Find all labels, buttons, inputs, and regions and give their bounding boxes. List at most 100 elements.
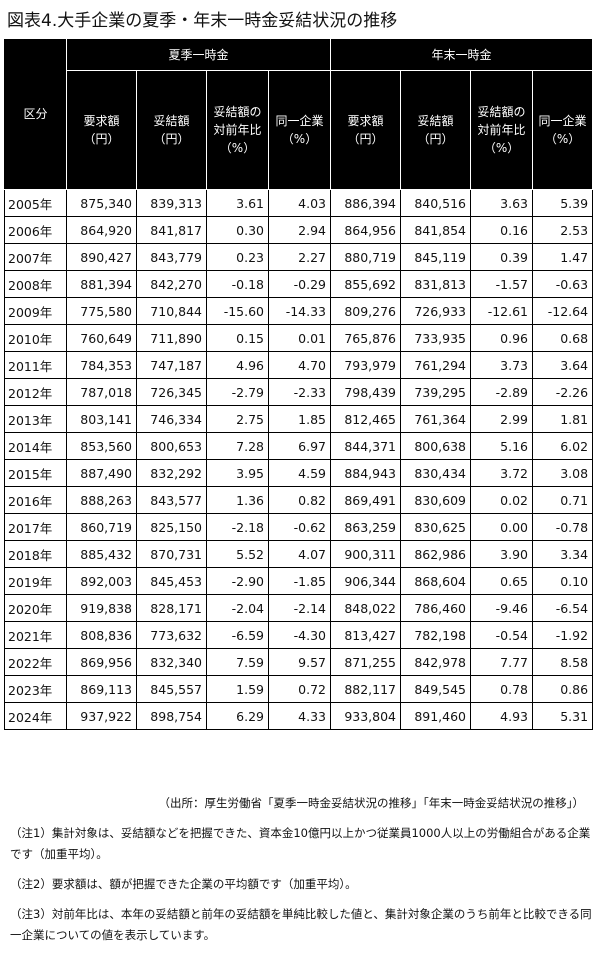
value-cell: 0.10 xyxy=(532,567,594,595)
year-cell: 2005年 xyxy=(4,189,67,217)
value-cell: 884,943 xyxy=(330,459,402,487)
value-cell: 885,432 xyxy=(66,540,137,568)
value-cell: 761,294 xyxy=(400,351,472,379)
value-cell: 843,577 xyxy=(136,486,207,514)
value-cell: -4.30 xyxy=(267,621,332,649)
value-cell: 3.90 xyxy=(470,540,534,568)
table-row: 2017年 860,719 825,150 -2.18 -0.62 863,259 830,… xyxy=(4,513,594,541)
value-cell: 871,255 xyxy=(330,648,402,676)
value-cell: -15.60 xyxy=(206,297,269,325)
value-cell: -12.64 xyxy=(532,297,594,325)
table-row: 2012年 787,018 726,345 -2.79 -2.33 798,439 739,… xyxy=(4,378,594,406)
value-cell: 7.77 xyxy=(470,648,534,676)
value-cell: -14.33 xyxy=(267,297,332,325)
year-cell: 2013年 xyxy=(4,405,67,433)
value-cell: 4.93 xyxy=(470,702,534,730)
value-cell: 0.02 xyxy=(470,486,534,514)
value-cell: 0.82 xyxy=(267,486,332,514)
value-cell: 0.78 xyxy=(470,675,534,703)
value-cell: 0.65 xyxy=(470,567,534,595)
value-cell: -12.61 xyxy=(470,297,534,325)
year-cell: 2009年 xyxy=(4,297,67,325)
value-cell: 8.58 xyxy=(532,648,594,676)
value-cell: 787,018 xyxy=(66,378,137,406)
value-cell: 868,604 xyxy=(400,567,472,595)
value-cell: 855,692 xyxy=(330,270,402,298)
value-cell: 4.59 xyxy=(267,459,332,487)
value-cell: 875,340 xyxy=(66,189,137,217)
table-row: 2018年 885,432 870,731 5.52 4.07 900,311 862,98… xyxy=(4,540,594,568)
value-cell: 933,804 xyxy=(330,702,402,730)
value-cell: 2.99 xyxy=(470,405,534,433)
table-row: 2013年 803,141 746,334 2.75 1.85 812,465 761,36… xyxy=(4,405,594,433)
value-cell: 3.64 xyxy=(532,351,594,379)
bonus-table: 区分 夏季一時金 年末一時金 要求額 （円） 妥結額 （円） 妥結額の 対前年比 （%）… xyxy=(4,38,594,730)
value-cell: 765,876 xyxy=(330,324,402,352)
value-cell: 832,292 xyxy=(136,459,207,487)
value-cell: -0.54 xyxy=(470,621,534,649)
note-2: （注2）要求額は、額が把握できた企業の平均額です（加重平均）。 xyxy=(10,877,357,891)
value-cell: 840,516 xyxy=(400,189,472,217)
value-cell: 898,754 xyxy=(136,702,207,730)
value-cell: 848,022 xyxy=(330,594,402,622)
value-cell: 882,117 xyxy=(330,675,402,703)
value-cell: 7.59 xyxy=(206,648,269,676)
value-cell: 808,836 xyxy=(66,621,137,649)
value-cell: 844,371 xyxy=(330,432,402,460)
value-cell: 0.86 xyxy=(532,675,594,703)
value-cell: 0.15 xyxy=(206,324,269,352)
value-cell: 3.08 xyxy=(532,459,594,487)
value-cell: 845,557 xyxy=(136,675,207,703)
value-cell: 888,263 xyxy=(66,486,137,514)
value-cell: 0.71 xyxy=(532,486,594,514)
table-row: 2014年 853,560 800,653 7.28 6.97 844,371 800,63… xyxy=(4,432,594,460)
value-cell: 782,198 xyxy=(400,621,472,649)
value-cell: 5.39 xyxy=(532,189,594,217)
value-cell: 0.01 xyxy=(267,324,332,352)
value-cell: 869,491 xyxy=(330,486,402,514)
table-row: 2020年 919,838 828,171 -2.04 -2.14 848,022 786,… xyxy=(4,594,594,622)
header-summer-request: 要求額 （円） xyxy=(66,70,137,190)
value-cell: 825,150 xyxy=(136,513,207,541)
year-cell: 2010年 xyxy=(4,324,67,352)
year-cell: 2011年 xyxy=(4,351,67,379)
value-cell: 793,979 xyxy=(330,351,402,379)
value-cell: -0.63 xyxy=(532,270,594,298)
table-row: 2010年 760,649 711,890 0.15 0.01 765,876 733,93… xyxy=(4,324,594,352)
value-cell: 3.34 xyxy=(532,540,594,568)
value-cell: 733,935 xyxy=(400,324,472,352)
value-cell: 890,427 xyxy=(66,243,137,271)
value-cell: -2.04 xyxy=(206,594,269,622)
page-title: 図表4.大手企業の夏季・年末一時金妥結状況の推移 xyxy=(7,11,398,31)
table-row: 2024年 937,922 898,754 6.29 4.33 933,804 891,46… xyxy=(4,702,594,730)
value-cell: 831,813 xyxy=(400,270,472,298)
value-cell: -0.62 xyxy=(267,513,332,541)
value-cell: 853,560 xyxy=(66,432,137,460)
value-cell: 0.72 xyxy=(267,675,332,703)
table-row: 2009年 775,580 710,844 -15.60 -14.33 809,276 72… xyxy=(4,297,594,325)
value-cell: 864,956 xyxy=(330,216,402,244)
value-cell: 800,638 xyxy=(400,432,472,460)
value-cell: 830,434 xyxy=(400,459,472,487)
value-cell: 760,649 xyxy=(66,324,137,352)
value-cell: 798,439 xyxy=(330,378,402,406)
value-cell: -1.57 xyxy=(470,270,534,298)
value-cell: 2.27 xyxy=(267,243,332,271)
value-cell: 6.02 xyxy=(532,432,594,460)
value-cell: 845,119 xyxy=(400,243,472,271)
value-cell: 2.94 xyxy=(267,216,332,244)
table-row: 2021年 808,836 773,632 -6.59 -4.30 813,427 782,… xyxy=(4,621,594,649)
value-cell: -1.92 xyxy=(532,621,594,649)
value-cell: 0.39 xyxy=(470,243,534,271)
year-cell: 2018年 xyxy=(4,540,67,568)
value-cell: 869,113 xyxy=(66,675,137,703)
year-cell: 2021年 xyxy=(4,621,67,649)
value-cell: -2.14 xyxy=(267,594,332,622)
header-winter-group: 年末一時金 xyxy=(330,38,594,71)
value-cell: 869,956 xyxy=(66,648,137,676)
value-cell: 4.07 xyxy=(267,540,332,568)
value-cell: 860,719 xyxy=(66,513,137,541)
value-cell: 0.16 xyxy=(470,216,534,244)
value-cell: 870,731 xyxy=(136,540,207,568)
header-kubun: 区分 xyxy=(4,38,67,190)
